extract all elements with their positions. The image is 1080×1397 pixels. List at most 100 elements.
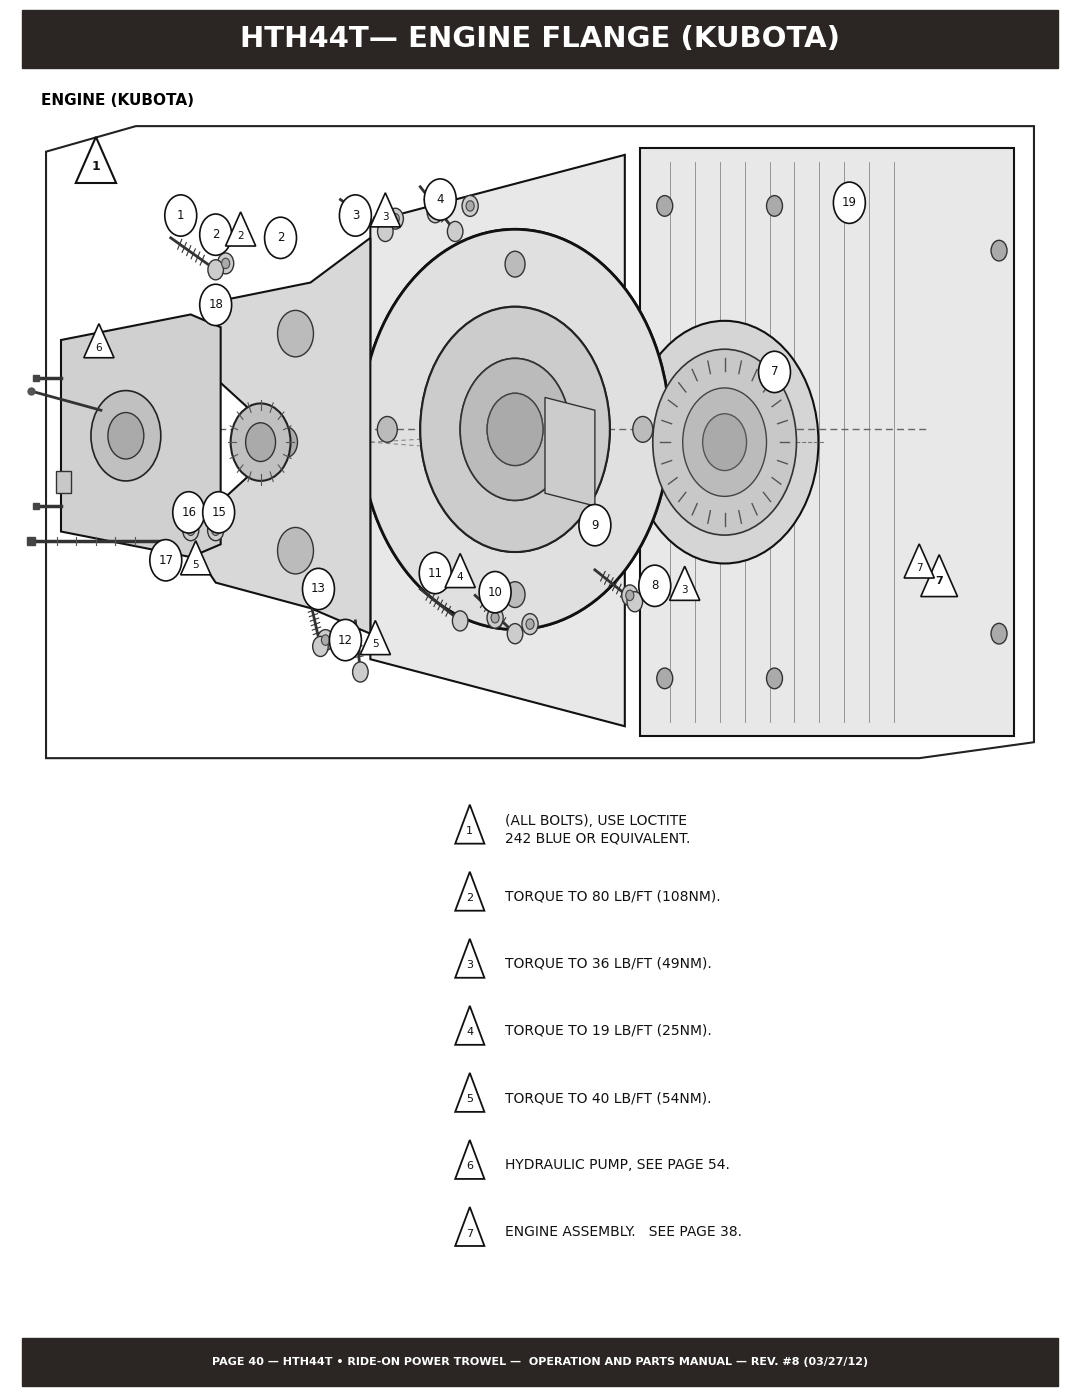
Polygon shape — [46, 126, 1034, 759]
Polygon shape — [456, 939, 484, 978]
Circle shape — [203, 492, 234, 534]
Circle shape — [505, 251, 525, 277]
Circle shape — [391, 214, 400, 224]
Text: HTH44T— ENGINE FLANGE (KUBOTA): HTH44T— ENGINE FLANGE (KUBOTA) — [240, 25, 840, 53]
Polygon shape — [545, 398, 595, 506]
Circle shape — [657, 196, 673, 217]
Polygon shape — [456, 1140, 484, 1179]
Circle shape — [302, 569, 335, 609]
Circle shape — [200, 284, 231, 326]
Bar — [639, 148, 1014, 736]
Circle shape — [683, 388, 767, 496]
Circle shape — [424, 179, 456, 221]
Circle shape — [657, 668, 673, 689]
Text: 1: 1 — [92, 159, 100, 173]
Circle shape — [505, 581, 525, 608]
Text: 7: 7 — [935, 576, 943, 587]
Circle shape — [91, 391, 161, 481]
Polygon shape — [370, 155, 625, 726]
Text: 2: 2 — [212, 228, 219, 242]
Circle shape — [622, 585, 638, 606]
Text: 5: 5 — [192, 560, 199, 570]
Circle shape — [361, 229, 670, 630]
Text: 3: 3 — [352, 210, 359, 222]
Circle shape — [427, 201, 443, 222]
Polygon shape — [456, 1073, 484, 1112]
Text: 15: 15 — [212, 506, 226, 518]
Text: 17: 17 — [159, 553, 173, 567]
Circle shape — [313, 637, 328, 657]
Circle shape — [491, 612, 499, 623]
Circle shape — [834, 182, 865, 224]
Text: 5: 5 — [372, 640, 379, 650]
Polygon shape — [456, 1006, 484, 1045]
Circle shape — [245, 423, 275, 461]
Text: HYDRAULIC PUMP, SEE PAGE 54.: HYDRAULIC PUMP, SEE PAGE 54. — [505, 1158, 730, 1172]
Circle shape — [758, 351, 791, 393]
Text: ENGINE ASSEMBLY.   SEE PAGE 38.: ENGINE ASSEMBLY. SEE PAGE 38. — [505, 1225, 742, 1239]
Circle shape — [212, 525, 219, 535]
Text: TORQUE TO 19 LB/FT (25NM).: TORQUE TO 19 LB/FT (25NM). — [505, 1024, 712, 1038]
Text: TORQUE TO 36 LB/FT (49NM).: TORQUE TO 36 LB/FT (49NM). — [505, 957, 712, 971]
Circle shape — [217, 253, 233, 274]
Text: 7: 7 — [467, 1228, 473, 1239]
Circle shape — [462, 196, 478, 217]
Text: 5: 5 — [467, 1094, 473, 1105]
Circle shape — [352, 662, 368, 682]
Text: 2: 2 — [238, 231, 244, 240]
Text: 3: 3 — [681, 585, 688, 595]
Text: 2: 2 — [467, 893, 473, 904]
Circle shape — [467, 201, 474, 211]
Circle shape — [221, 258, 230, 268]
Circle shape — [526, 619, 535, 629]
Circle shape — [377, 416, 397, 443]
Circle shape — [991, 240, 1007, 261]
Circle shape — [508, 623, 523, 644]
Text: 11: 11 — [428, 567, 443, 580]
Circle shape — [447, 221, 463, 242]
Circle shape — [378, 221, 393, 242]
Circle shape — [207, 260, 224, 279]
Circle shape — [767, 668, 783, 689]
Text: TORQUE TO 80 LB/FT (108NM).: TORQUE TO 80 LB/FT (108NM). — [505, 890, 721, 904]
Circle shape — [339, 194, 372, 236]
Circle shape — [108, 412, 144, 460]
Circle shape — [431, 207, 440, 218]
Circle shape — [231, 404, 291, 481]
Text: TORQUE TO 40 LB/FT (54NM).: TORQUE TO 40 LB/FT (54NM). — [505, 1091, 712, 1105]
Circle shape — [627, 592, 643, 612]
Circle shape — [361, 229, 670, 630]
Circle shape — [453, 610, 468, 631]
Circle shape — [183, 520, 199, 541]
Circle shape — [318, 630, 334, 651]
Circle shape — [487, 393, 543, 465]
Text: 6: 6 — [96, 342, 103, 352]
Circle shape — [991, 623, 1007, 644]
Bar — [22, 10, 1058, 68]
Bar — [56, 471, 71, 493]
Circle shape — [420, 307, 610, 552]
Circle shape — [200, 214, 231, 256]
Circle shape — [579, 504, 611, 546]
Text: 18: 18 — [208, 299, 224, 312]
Polygon shape — [670, 566, 700, 601]
Circle shape — [329, 619, 362, 661]
Polygon shape — [60, 314, 220, 557]
Text: 16: 16 — [181, 506, 197, 518]
Text: 1: 1 — [467, 826, 473, 837]
Text: 4: 4 — [467, 1027, 473, 1038]
Circle shape — [419, 552, 451, 594]
Circle shape — [638, 566, 671, 606]
Circle shape — [187, 525, 194, 535]
Text: 1: 1 — [177, 210, 185, 222]
Polygon shape — [84, 324, 114, 358]
Polygon shape — [456, 872, 484, 911]
Polygon shape — [904, 543, 934, 578]
Circle shape — [652, 349, 796, 535]
Text: PAGE 40 — HTH44T • RIDE-ON POWER TROWEL —  OPERATION AND PARTS MANUAL — REV. #8 : PAGE 40 — HTH44T • RIDE-ON POWER TROWEL … — [212, 1356, 868, 1368]
Circle shape — [480, 571, 511, 613]
Text: 7: 7 — [771, 366, 779, 379]
Circle shape — [460, 359, 570, 500]
Polygon shape — [445, 553, 475, 588]
Polygon shape — [186, 237, 370, 634]
